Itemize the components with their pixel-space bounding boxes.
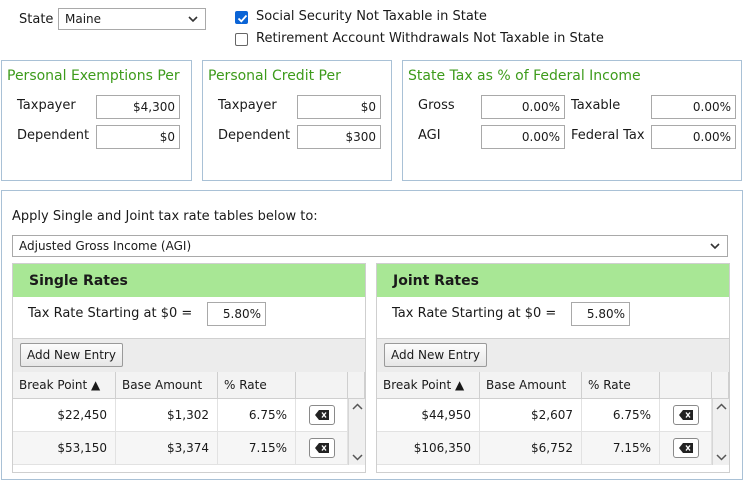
joint-start-rate-input[interactable]: 5.80%: [571, 302, 630, 326]
scroll-up-icon[interactable]: [349, 401, 366, 413]
single-add-entry-button[interactable]: Add New Entry: [20, 343, 123, 367]
joint-scrollbar[interactable]: [712, 399, 729, 465]
joint-col-break-point[interactable]: Break Point ▲: [377, 372, 480, 399]
table-row-cell: 6.75%: [582, 399, 660, 432]
backspace-icon: [314, 443, 329, 453]
table-row-cell: 6.75%: [218, 399, 296, 432]
exemption-dependent-label: Dependent: [17, 128, 90, 143]
single-scrollbar[interactable]: [348, 399, 365, 465]
table-row-cell: 7.15%: [582, 432, 660, 465]
exemption-dependent-input[interactable]: $0: [96, 125, 180, 149]
table-row-cell: $53,150: [13, 432, 116, 465]
apply-tables-label: Apply Single and Joint tax rate tables b…: [12, 209, 318, 224]
single-col-action: [296, 372, 348, 399]
joint-col-scroll-header: [712, 372, 729, 399]
state-select-value: Maine: [65, 12, 102, 26]
single-col-scroll-header: [348, 372, 365, 399]
social-security-checkbox[interactable]: [235, 11, 248, 24]
taxable-label: Taxable: [571, 98, 621, 113]
exemption-taxpayer-input[interactable]: $4,300: [96, 95, 180, 119]
single-col-rate[interactable]: % Rate: [218, 372, 296, 399]
table-row-cell: $2,607: [480, 399, 582, 432]
single-col-base-amount[interactable]: Base Amount: [116, 372, 218, 399]
credit-dependent-input[interactable]: $300: [297, 125, 381, 149]
agi-label: AGI: [418, 128, 441, 143]
single-col-break-point[interactable]: Break Point ▲: [13, 372, 116, 399]
backspace-icon: [678, 443, 693, 453]
table-row-cell: $106,350: [377, 432, 480, 465]
chevron-down-icon: [188, 16, 198, 23]
delete-row-button[interactable]: [672, 438, 699, 458]
joint-col-base-amount[interactable]: Base Amount: [480, 372, 582, 399]
backspace-icon: [314, 410, 329, 420]
federal-tax-input[interactable]: 0.00%: [651, 125, 736, 149]
table-row-cell: $44,950: [377, 399, 480, 432]
table-row-action: [660, 399, 712, 432]
personal-credit-title: Personal Credit Per: [208, 68, 341, 84]
delete-row-button[interactable]: [672, 405, 699, 425]
taxable-input[interactable]: 0.00%: [651, 95, 736, 119]
scroll-up-icon[interactable]: [713, 401, 730, 413]
table-row-cell: $6,752: [480, 432, 582, 465]
table-row-action: [660, 432, 712, 465]
retirement-withdrawals-checkbox[interactable]: [235, 33, 248, 46]
social-security-label: Social Security Not Taxable in State: [256, 9, 487, 24]
credit-taxpayer-input[interactable]: $0: [297, 95, 381, 119]
scroll-down-icon[interactable]: [713, 451, 730, 463]
backspace-icon: [678, 410, 693, 420]
joint-add-entry-button[interactable]: Add New Entry: [384, 343, 487, 367]
state-label: State: [19, 12, 54, 27]
table-row-cell: $3,374: [116, 432, 218, 465]
gross-input[interactable]: 0.00%: [481, 95, 565, 119]
single-rates-title: Single Rates: [29, 272, 128, 289]
table-row-action: [296, 432, 348, 465]
joint-rates-title: Joint Rates: [393, 272, 479, 289]
checkmark-icon: [237, 14, 248, 23]
agi-input[interactable]: 0.00%: [481, 125, 565, 149]
table-row-cell: 7.15%: [218, 432, 296, 465]
joint-start-rate-label: Tax Rate Starting at $0 =: [392, 306, 557, 321]
table-row-action: [296, 399, 348, 432]
personal-exemptions-title: Personal Exemptions Per: [7, 68, 180, 84]
personal-credit-panel: [202, 60, 392, 181]
retirement-withdrawals-label: Retirement Account Withdrawals Not Taxab…: [256, 31, 604, 46]
apply-tables-value: Adjusted Gross Income (AGI): [19, 239, 192, 253]
single-start-rate-input[interactable]: 5.80%: [207, 302, 266, 326]
joint-col-rate[interactable]: % Rate: [582, 372, 660, 399]
state-select[interactable]: Maine: [58, 8, 206, 30]
federal-tax-label: Federal Tax: [571, 128, 645, 143]
single-start-rate-label: Tax Rate Starting at $0 =: [28, 306, 193, 321]
state-tax-panel: [402, 60, 742, 181]
joint-rates-header: Joint Rates: [377, 264, 729, 297]
single-rates-header: Single Rates: [13, 264, 365, 297]
table-row-cell: $22,450: [13, 399, 116, 432]
credit-taxpayer-label: Taxpayer: [218, 98, 277, 113]
credit-dependent-label: Dependent: [218, 128, 291, 143]
state-tax-title: State Tax as % of Federal Income: [408, 68, 641, 84]
scroll-down-icon[interactable]: [349, 451, 366, 463]
joint-col-action: [660, 372, 712, 399]
table-row-cell: $1,302: [116, 399, 218, 432]
delete-row-button[interactable]: [308, 405, 335, 425]
apply-tables-select[interactable]: Adjusted Gross Income (AGI): [12, 235, 728, 257]
exemption-taxpayer-label: Taxpayer: [17, 98, 76, 113]
gross-label: Gross: [418, 98, 455, 113]
chevron-down-icon: [710, 243, 720, 250]
personal-exemptions-panel: [1, 60, 192, 181]
delete-row-button[interactable]: [308, 438, 335, 458]
